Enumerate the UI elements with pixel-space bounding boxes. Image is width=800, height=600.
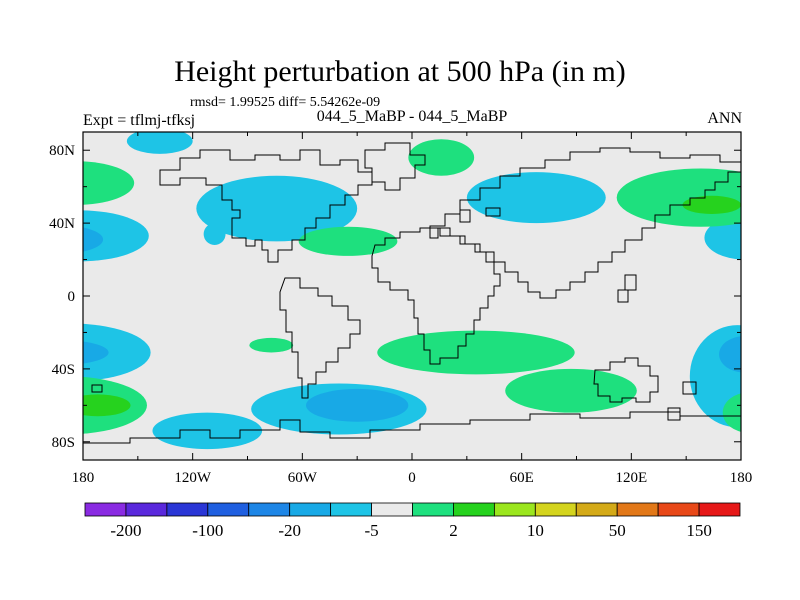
contour-region-14 xyxy=(408,139,475,176)
colorbar-swatch xyxy=(248,502,291,517)
contour-region-22 xyxy=(249,337,294,353)
colorbar-swatch xyxy=(84,502,127,517)
colorbar-label: 10 xyxy=(527,521,544,540)
y-tick-label: 80N xyxy=(49,143,75,159)
contour-region-1 xyxy=(196,175,358,242)
x-tick-label: 180 xyxy=(730,470,753,486)
colorbar-swatch xyxy=(575,502,618,517)
contour-region-2 xyxy=(466,172,606,224)
x-tick-label: 0 xyxy=(408,470,416,486)
experiment-label: Expt = tflmj-tfksj xyxy=(83,112,196,129)
colorbar-label: -5 xyxy=(364,521,378,540)
coastline-africa xyxy=(371,227,501,365)
contour-region-10 xyxy=(83,227,104,252)
colorbar-label: -200 xyxy=(110,521,141,540)
chart-subtitle: 044_5_MaBP - 044_5_MaBP xyxy=(316,108,508,125)
contour-fill-group xyxy=(83,132,741,450)
contour-region-3 xyxy=(83,210,149,262)
y-tick-label: 80S xyxy=(52,435,75,451)
colorbar-label: -20 xyxy=(278,521,301,540)
y-axis: 80N 40N 0 40S 80S xyxy=(49,143,741,451)
coastline-south-america xyxy=(279,277,361,399)
colorbar-swatch xyxy=(371,502,413,517)
colorbar-swatch xyxy=(207,502,250,517)
contour-region-15 xyxy=(298,226,398,256)
contour-region-12 xyxy=(305,388,409,422)
season-label: ANN xyxy=(707,110,742,127)
y-tick-label: 40N xyxy=(49,216,75,232)
x-tick-label: 60W xyxy=(288,470,318,486)
colorbar-swatch xyxy=(330,502,372,517)
contour-region-24 xyxy=(682,195,741,214)
colorbar-swatch xyxy=(534,502,577,517)
contour-region-16 xyxy=(83,161,135,205)
coastline-australia xyxy=(593,357,659,403)
colorbar-swatch xyxy=(657,502,700,517)
contour-region-20 xyxy=(505,368,637,413)
y-tick-label: 0 xyxy=(68,289,76,305)
contour-region-13 xyxy=(719,336,741,373)
coastline-north-america xyxy=(159,149,373,263)
contour-region-0 xyxy=(126,132,193,154)
colorbar-swatch xyxy=(125,502,168,517)
x-tick-label: 60E xyxy=(510,470,534,486)
coastline-eurasia xyxy=(429,147,741,299)
rmsd-text: rmsd= 1.99525 diff= 5.54262e-09 xyxy=(190,95,381,110)
contour-region-8 xyxy=(152,412,263,450)
contour-region-11 xyxy=(83,341,109,364)
contour-region-21 xyxy=(722,393,741,432)
contour-region-23 xyxy=(83,394,131,417)
colorbar-label: 2 xyxy=(449,521,458,540)
colorbar-label: 50 xyxy=(609,521,626,540)
x-tick-label: 120W xyxy=(174,470,212,486)
chart-title: Height perturbation at 500 hPa (in m) xyxy=(174,55,626,88)
colorbar-swatch xyxy=(166,502,209,517)
coastline-islands xyxy=(91,207,697,421)
contour-region-4 xyxy=(704,215,741,260)
y-tick-label: 40S xyxy=(52,362,75,378)
colorbar-swatch xyxy=(289,502,332,517)
x-tick-label: 180 xyxy=(72,470,95,486)
colorbar: -200 -100 -20 -5 2 10 50 150 xyxy=(84,502,741,540)
colorbar-label: -100 xyxy=(192,521,223,540)
colorbar-swatch xyxy=(453,502,495,517)
colorbar-swatch xyxy=(616,502,659,517)
x-axis: 180 120W 60W 0 60E 120E 180 xyxy=(72,132,753,486)
coastline-greenland xyxy=(364,142,426,191)
coastline-antarctica xyxy=(83,411,741,444)
colorbar-swatch xyxy=(698,502,741,517)
colorbar-label: 150 xyxy=(686,521,712,540)
x-tick-label: 120E xyxy=(615,470,647,486)
contour-region-6 xyxy=(83,323,151,382)
colorbar-swatch xyxy=(412,502,454,517)
coastline-group xyxy=(83,142,741,444)
contour-region-19 xyxy=(377,330,575,375)
contour-region-5 xyxy=(203,223,226,245)
colorbar-swatch xyxy=(493,502,536,517)
